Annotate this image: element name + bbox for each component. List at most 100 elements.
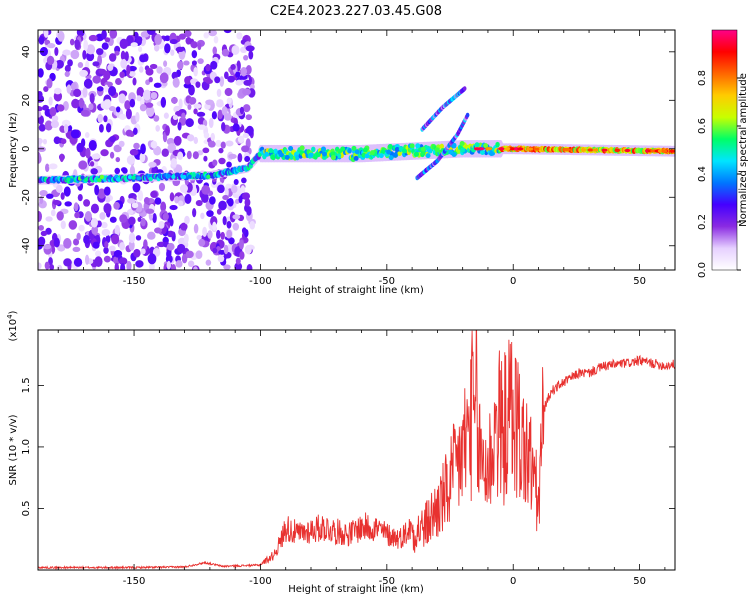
heatmap-noise — [56, 264, 63, 270]
heatmap-noise — [223, 244, 229, 255]
heatmap-noise — [178, 200, 184, 207]
heatmap-noise — [135, 235, 142, 241]
heatmap-noise — [219, 76, 225, 87]
heatmap-noise — [127, 208, 134, 215]
heatmap-noise — [221, 106, 228, 116]
heatmap-lower-branch — [465, 112, 470, 118]
heatmap-noise — [103, 203, 112, 214]
heatmap-noise — [119, 38, 128, 50]
heatmap-noise — [114, 224, 121, 236]
heatmap-noise — [100, 149, 109, 157]
heatmap-noise — [97, 188, 106, 199]
heatmap-noise — [154, 197, 162, 205]
heatmap-noise — [46, 55, 55, 65]
heatmap-noise — [76, 142, 84, 153]
heatmap-cell — [425, 153, 431, 159]
heatmap-noise — [54, 47, 59, 56]
heatmap-noise — [139, 152, 146, 163]
heatmap-noise — [105, 196, 111, 203]
heatmap-noise — [150, 91, 158, 100]
heatmap-noise — [113, 201, 120, 210]
heatmap-noise — [218, 147, 224, 154]
heatmap-cell — [115, 177, 121, 182]
heatmap-noise — [196, 111, 206, 117]
heatmap-upper-branch — [462, 86, 467, 92]
heatmap-noise — [114, 167, 121, 175]
heatmap-noise — [38, 146, 46, 152]
heatmap-noise — [197, 58, 204, 65]
heatmap-noise — [218, 249, 226, 255]
snr-ytick-label: 1.0 — [21, 439, 32, 455]
heatmap-noise — [211, 111, 218, 120]
heatmap-cell — [127, 174, 133, 180]
heatmap-noise — [50, 209, 56, 217]
heatmap-noise — [83, 234, 90, 245]
heatmap-noise — [77, 193, 83, 202]
heatmap-cell — [354, 149, 360, 155]
heatmap-noise — [237, 152, 243, 163]
heatmap-noise — [126, 260, 132, 270]
heatmap-noise — [99, 212, 106, 220]
heatmap-noise — [109, 135, 117, 143]
heatmap-noise — [125, 108, 132, 120]
heatmap-cell — [415, 143, 421, 149]
heatmap-cell — [66, 177, 71, 182]
heatmap-noise — [239, 251, 245, 260]
heatmap-noise — [126, 155, 136, 165]
heatmap-noise — [154, 44, 160, 52]
heatmap-noise — [72, 246, 81, 253]
heatmap-noise — [238, 239, 244, 250]
heatmap-cell — [401, 148, 407, 154]
heatmap-noise — [191, 50, 198, 59]
heatmap-noise — [198, 238, 206, 247]
spectrogram-ytick-label: 20 — [21, 94, 32, 107]
snr-xtick-label: -100 — [249, 576, 272, 587]
heatmap-cell — [315, 152, 321, 158]
heatmap-noise — [83, 78, 93, 89]
heatmap-noise — [96, 86, 104, 92]
heatmap-noise — [60, 192, 65, 200]
heatmap-noise — [50, 120, 59, 129]
heatmap-noise — [241, 145, 250, 153]
heatmap-noise — [175, 260, 183, 268]
heatmap-peak — [498, 147, 505, 151]
heatmap-noise — [96, 48, 104, 56]
spectrogram-ytick-label: -40 — [21, 238, 32, 254]
heatmap-noise — [131, 202, 139, 209]
heatmap-noise — [139, 54, 147, 63]
snr-ytick-label: 0.5 — [21, 501, 32, 517]
heatmap-noise — [232, 214, 241, 220]
figure-title: C2E4.2023.227.03.45.G08 — [270, 4, 442, 19]
heatmap-noise — [105, 123, 112, 133]
heatmap-noise — [172, 77, 180, 88]
heatmap-cell — [148, 176, 153, 182]
heatmap-noise — [73, 238, 80, 246]
heatmap-noise — [136, 95, 142, 102]
heatmap-noise — [140, 143, 146, 155]
heatmap-cell — [426, 148, 432, 154]
heatmap-cell — [483, 143, 489, 149]
heatmap-noise — [183, 82, 192, 89]
heatmap-noise — [111, 234, 120, 245]
heatmap-noise — [96, 220, 102, 228]
snr-xtick-label: -50 — [379, 576, 395, 587]
spectrogram-xtick-label: -100 — [249, 276, 272, 287]
heatmap-cell — [321, 151, 327, 157]
heatmap-noise — [84, 132, 90, 139]
heatmap-cell — [187, 174, 192, 179]
heatmap-noise — [104, 84, 109, 93]
heatmap-noise — [46, 193, 54, 199]
heatmap-cell — [386, 149, 392, 155]
heatmap-cell — [69, 178, 74, 183]
heatmap-noise — [140, 217, 146, 227]
heatmap-peak — [527, 147, 534, 151]
heatmap-noise — [228, 237, 235, 245]
heatmap-noise — [38, 124, 46, 132]
heatmap-noise — [68, 220, 78, 230]
heatmap-noise — [114, 50, 120, 56]
heatmap-noise — [64, 71, 70, 78]
heatmap-ridge — [439, 143, 445, 150]
heatmap-noise — [128, 216, 136, 226]
heatmap-noise — [38, 115, 44, 125]
heatmap-noise — [95, 250, 102, 258]
